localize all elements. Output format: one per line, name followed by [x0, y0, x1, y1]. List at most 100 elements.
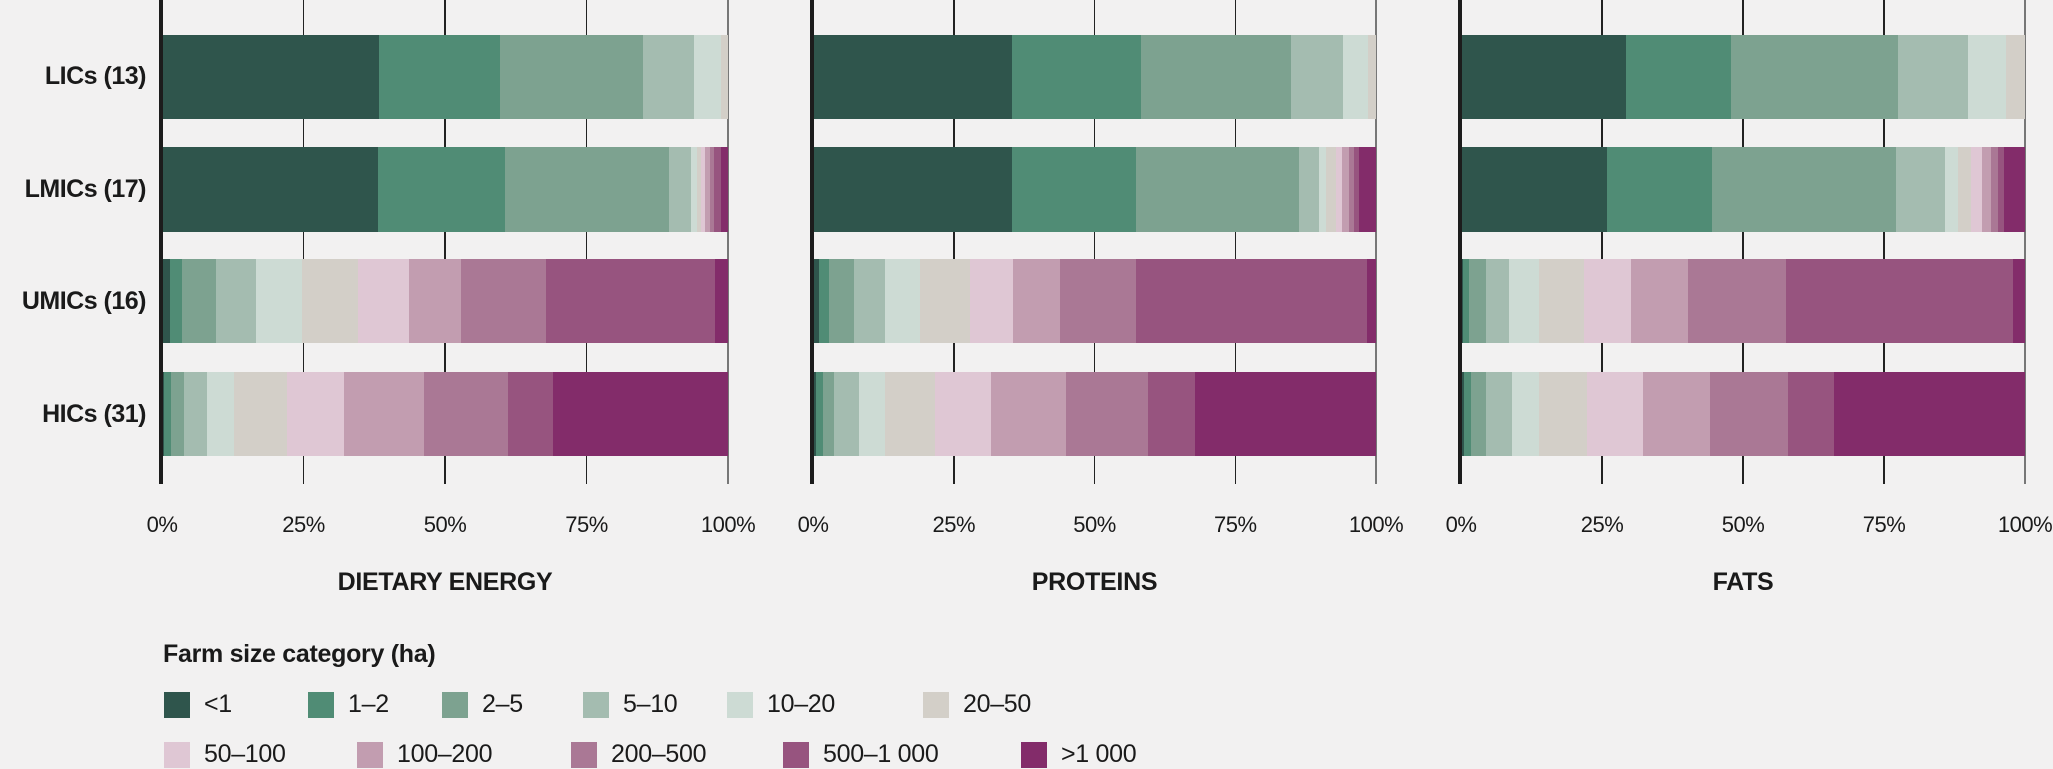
bar-segment-fats: [1462, 259, 1470, 343]
bar-segment-fats: [1538, 259, 1585, 343]
legend-swatch: [727, 691, 753, 718]
x-tick-label: 100%: [1997, 512, 2053, 537]
y-axis-line: [1458, 0, 1462, 484]
gridline-50: [444, 0, 446, 484]
bar-segment-proteins: [1354, 147, 1359, 232]
legend-label: 10–20: [767, 690, 836, 718]
legend-item: 500–1 000: [783, 740, 939, 769]
legend-label: 20–50: [963, 690, 1032, 718]
bar-segment-proteins: [828, 259, 854, 343]
legend-item: 10–20: [727, 690, 835, 719]
x-tick-label: 0%: [146, 512, 178, 537]
x-tick-label: 100%: [700, 512, 756, 537]
legend-item: >1 000: [1021, 740, 1137, 769]
bar-segment-proteins: [1013, 259, 1060, 343]
bar-segment-dietary-energy: [216, 259, 257, 343]
bar-segment-fats: [1833, 372, 2026, 456]
legend-swatch: [357, 741, 383, 768]
bar-segment-dietary-energy: [344, 372, 425, 456]
bar-segment-fats: [1990, 147, 1999, 232]
legend-swatch: [164, 691, 190, 718]
bar-segment-fats: [1944, 147, 1959, 232]
panel-title-fats: FATS: [1712, 568, 1774, 596]
bar-segment-proteins: [1298, 147, 1320, 232]
bar-segment-dietary-energy: [255, 259, 303, 343]
bar-segment-dietary-energy: [642, 35, 695, 119]
bar-segment-fats: [1642, 372, 1710, 456]
bar-segment-proteins: [1319, 147, 1327, 232]
bar-segment-fats: [1486, 259, 1510, 343]
gridline-25: [1601, 0, 1603, 484]
x-tick-label: 25%: [1580, 512, 1624, 537]
legend-item: 50–100: [164, 740, 286, 769]
bar-segment-dietary-energy: [377, 147, 506, 232]
gridline-75: [1883, 0, 1885, 484]
bar-segment-dietary-energy: [183, 372, 208, 456]
bar-segment-dietary-energy: [553, 372, 729, 456]
legend-item: 2–5: [442, 690, 523, 719]
bar-segment-proteins: [813, 147, 1013, 232]
bar-segment-dietary-energy: [545, 259, 716, 343]
bar-segment-proteins: [818, 259, 830, 343]
gridline-75: [585, 0, 588, 484]
bar-segment-dietary-energy: [507, 372, 554, 456]
gridline-50: [1742, 0, 1744, 484]
legend-item: <1: [164, 690, 232, 719]
bar-segment-fats: [1587, 372, 1643, 456]
bar-segment-dietary-energy: [207, 372, 235, 456]
bar-segment-proteins: [884, 372, 935, 456]
bar-segment-proteins: [991, 372, 1067, 456]
x-tick-label: 0%: [797, 512, 829, 537]
bar-segment-proteins: [833, 372, 859, 456]
gridline-100: [727, 0, 729, 484]
bar-segment-proteins: [1342, 147, 1350, 232]
bar-segment-dietary-energy: [162, 147, 378, 232]
legend-label: 50–100: [204, 740, 286, 768]
row-label-lics: LICs (13): [44, 62, 147, 90]
bar-segment-dietary-energy: [720, 35, 729, 119]
legend-swatch: [783, 741, 809, 768]
bar-segment-dietary-energy: [171, 372, 184, 456]
bar-segment-proteins: [934, 372, 992, 456]
bar-segment-dietary-energy: [714, 147, 721, 232]
bar-segment-proteins: [1336, 147, 1343, 232]
bar-segment-proteins: [1325, 147, 1337, 232]
y-axis-line: [810, 0, 814, 484]
row-label-umics: UMICs (16): [21, 287, 147, 315]
bar-segment-proteins: [813, 35, 1013, 119]
bar-segment-dietary-energy: [286, 372, 345, 456]
bar-segment-fats: [1958, 147, 1972, 232]
bar-segment-dietary-energy: [690, 147, 698, 232]
bar-segment-proteins: [1147, 372, 1196, 456]
x-tick-label: 75%: [1213, 512, 1257, 537]
gridline-50: [1093, 0, 1096, 484]
bar-segment-fats: [2006, 35, 2026, 119]
legend-item: 5–10: [583, 690, 678, 719]
legend-swatch: [1021, 741, 1047, 768]
bar-segment-dietary-energy: [424, 372, 509, 456]
bar-segment-fats: [1968, 35, 2007, 119]
x-tick-label: 50%: [423, 512, 467, 537]
bar-segment-fats: [1583, 259, 1632, 343]
bar-segment-fats: [1470, 372, 1487, 456]
bar-segment-proteins: [1358, 147, 1377, 232]
bar-segment-dietary-energy: [697, 147, 702, 232]
bar-segment-fats: [1687, 259, 1787, 343]
bar-segment-fats: [1970, 147, 1983, 232]
bar-segment-proteins: [1140, 35, 1292, 119]
bar-segment-dietary-energy: [162, 35, 380, 119]
bar-segment-proteins: [1135, 147, 1300, 232]
bar-segment-proteins: [813, 259, 819, 343]
bar-segment-fats: [1485, 372, 1513, 456]
row-label-hics: HICs (31): [42, 400, 146, 428]
bar-segment-fats: [1787, 372, 1835, 456]
legend-swatch: [583, 691, 609, 718]
bar-segment-dietary-energy: [379, 35, 501, 119]
legend-label: <1: [204, 690, 232, 718]
panel-title-dietary-energy: DIETARY ENERGY: [337, 568, 553, 596]
gridline-25: [302, 0, 305, 484]
legend-item: 200–500: [571, 740, 707, 769]
legend-item: 20–50: [923, 690, 1031, 719]
bar-segment-proteins: [853, 259, 885, 343]
bar-segment-dietary-energy: [162, 372, 165, 456]
